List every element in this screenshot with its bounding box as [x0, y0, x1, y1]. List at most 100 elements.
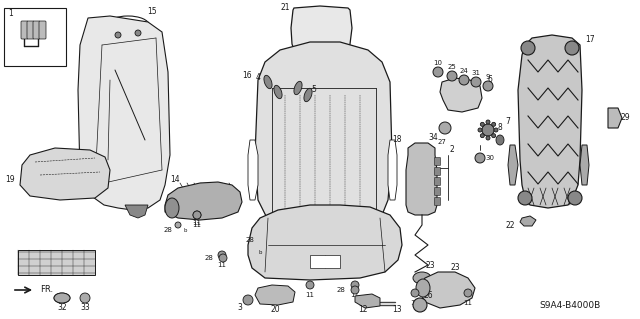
Ellipse shape — [80, 293, 90, 303]
Ellipse shape — [459, 75, 469, 85]
Ellipse shape — [483, 81, 493, 91]
Ellipse shape — [481, 122, 484, 126]
Polygon shape — [255, 285, 295, 305]
Polygon shape — [291, 6, 352, 52]
FancyBboxPatch shape — [21, 21, 28, 39]
Text: 11: 11 — [305, 292, 314, 298]
Ellipse shape — [264, 75, 272, 89]
Ellipse shape — [496, 135, 504, 145]
Text: 34: 34 — [428, 133, 438, 143]
Ellipse shape — [492, 122, 495, 126]
Text: FR.: FR. — [40, 286, 53, 294]
Ellipse shape — [304, 88, 312, 102]
Text: 28: 28 — [204, 255, 213, 261]
Text: 4: 4 — [255, 73, 260, 83]
Text: 12: 12 — [358, 306, 367, 315]
Polygon shape — [310, 255, 340, 268]
Ellipse shape — [165, 198, 179, 218]
Text: 15: 15 — [147, 8, 157, 17]
Text: b: b — [183, 227, 187, 233]
Ellipse shape — [486, 120, 490, 124]
Ellipse shape — [294, 81, 302, 95]
FancyBboxPatch shape — [33, 21, 40, 39]
Polygon shape — [420, 272, 475, 308]
Text: 23: 23 — [425, 261, 435, 270]
Text: 2: 2 — [450, 145, 454, 154]
FancyBboxPatch shape — [4, 8, 66, 66]
Text: 11: 11 — [351, 292, 360, 298]
FancyBboxPatch shape — [435, 167, 440, 175]
Text: 30: 30 — [486, 155, 495, 161]
Text: 27: 27 — [438, 139, 447, 145]
Polygon shape — [508, 145, 518, 185]
Ellipse shape — [492, 134, 495, 138]
Ellipse shape — [413, 298, 427, 312]
Ellipse shape — [447, 71, 457, 81]
Ellipse shape — [482, 124, 494, 136]
Text: 13: 13 — [392, 306, 402, 315]
Text: 22: 22 — [506, 220, 515, 229]
Text: 11: 11 — [218, 262, 227, 268]
Polygon shape — [125, 205, 148, 218]
Text: 26: 26 — [423, 292, 433, 300]
Text: 20: 20 — [270, 306, 280, 315]
Ellipse shape — [471, 77, 481, 87]
Text: 25: 25 — [447, 64, 456, 70]
Polygon shape — [255, 42, 392, 240]
Polygon shape — [78, 16, 170, 210]
Text: 8: 8 — [498, 122, 502, 131]
Polygon shape — [406, 143, 437, 215]
Ellipse shape — [193, 211, 201, 219]
Ellipse shape — [486, 136, 490, 140]
Text: 5: 5 — [312, 85, 316, 94]
FancyBboxPatch shape — [27, 21, 34, 39]
Ellipse shape — [306, 281, 314, 289]
Ellipse shape — [351, 281, 359, 289]
Ellipse shape — [218, 251, 226, 259]
Text: 28: 28 — [336, 287, 345, 293]
FancyBboxPatch shape — [435, 197, 440, 205]
Ellipse shape — [565, 41, 579, 55]
Text: 10: 10 — [433, 60, 442, 66]
Polygon shape — [248, 140, 258, 200]
Ellipse shape — [413, 272, 431, 284]
Ellipse shape — [481, 134, 484, 138]
Ellipse shape — [411, 289, 419, 297]
Ellipse shape — [219, 254, 227, 262]
Text: 7: 7 — [506, 117, 511, 127]
Text: 24: 24 — [460, 68, 468, 74]
Text: 14: 14 — [170, 175, 180, 184]
Ellipse shape — [464, 289, 472, 297]
Text: 11: 11 — [193, 222, 202, 228]
Text: b: b — [259, 249, 262, 255]
Ellipse shape — [475, 153, 485, 163]
Text: S9A4-B4000B: S9A4-B4000B — [540, 300, 600, 309]
Text: 23: 23 — [450, 263, 460, 272]
Text: 11: 11 — [410, 300, 419, 306]
Ellipse shape — [135, 30, 141, 36]
Text: 19: 19 — [5, 175, 15, 184]
Ellipse shape — [115, 32, 121, 38]
Text: 11: 11 — [463, 300, 472, 306]
Text: 31: 31 — [472, 70, 481, 76]
Ellipse shape — [416, 279, 430, 297]
FancyBboxPatch shape — [435, 188, 440, 196]
Text: 3: 3 — [237, 303, 242, 313]
Text: 6: 6 — [488, 76, 492, 85]
Ellipse shape — [439, 122, 451, 134]
Ellipse shape — [521, 41, 535, 55]
Ellipse shape — [478, 128, 482, 132]
Text: 33: 33 — [80, 303, 90, 313]
Text: 16: 16 — [243, 71, 252, 80]
Text: 28: 28 — [163, 227, 172, 233]
Polygon shape — [520, 216, 536, 226]
Text: 28: 28 — [245, 237, 254, 243]
FancyBboxPatch shape — [435, 177, 440, 186]
Ellipse shape — [193, 211, 201, 219]
FancyBboxPatch shape — [435, 158, 440, 166]
Text: 1: 1 — [8, 9, 13, 18]
Text: 17: 17 — [585, 35, 595, 44]
FancyBboxPatch shape — [39, 21, 46, 39]
Text: 32: 32 — [57, 303, 67, 313]
Ellipse shape — [243, 295, 253, 305]
